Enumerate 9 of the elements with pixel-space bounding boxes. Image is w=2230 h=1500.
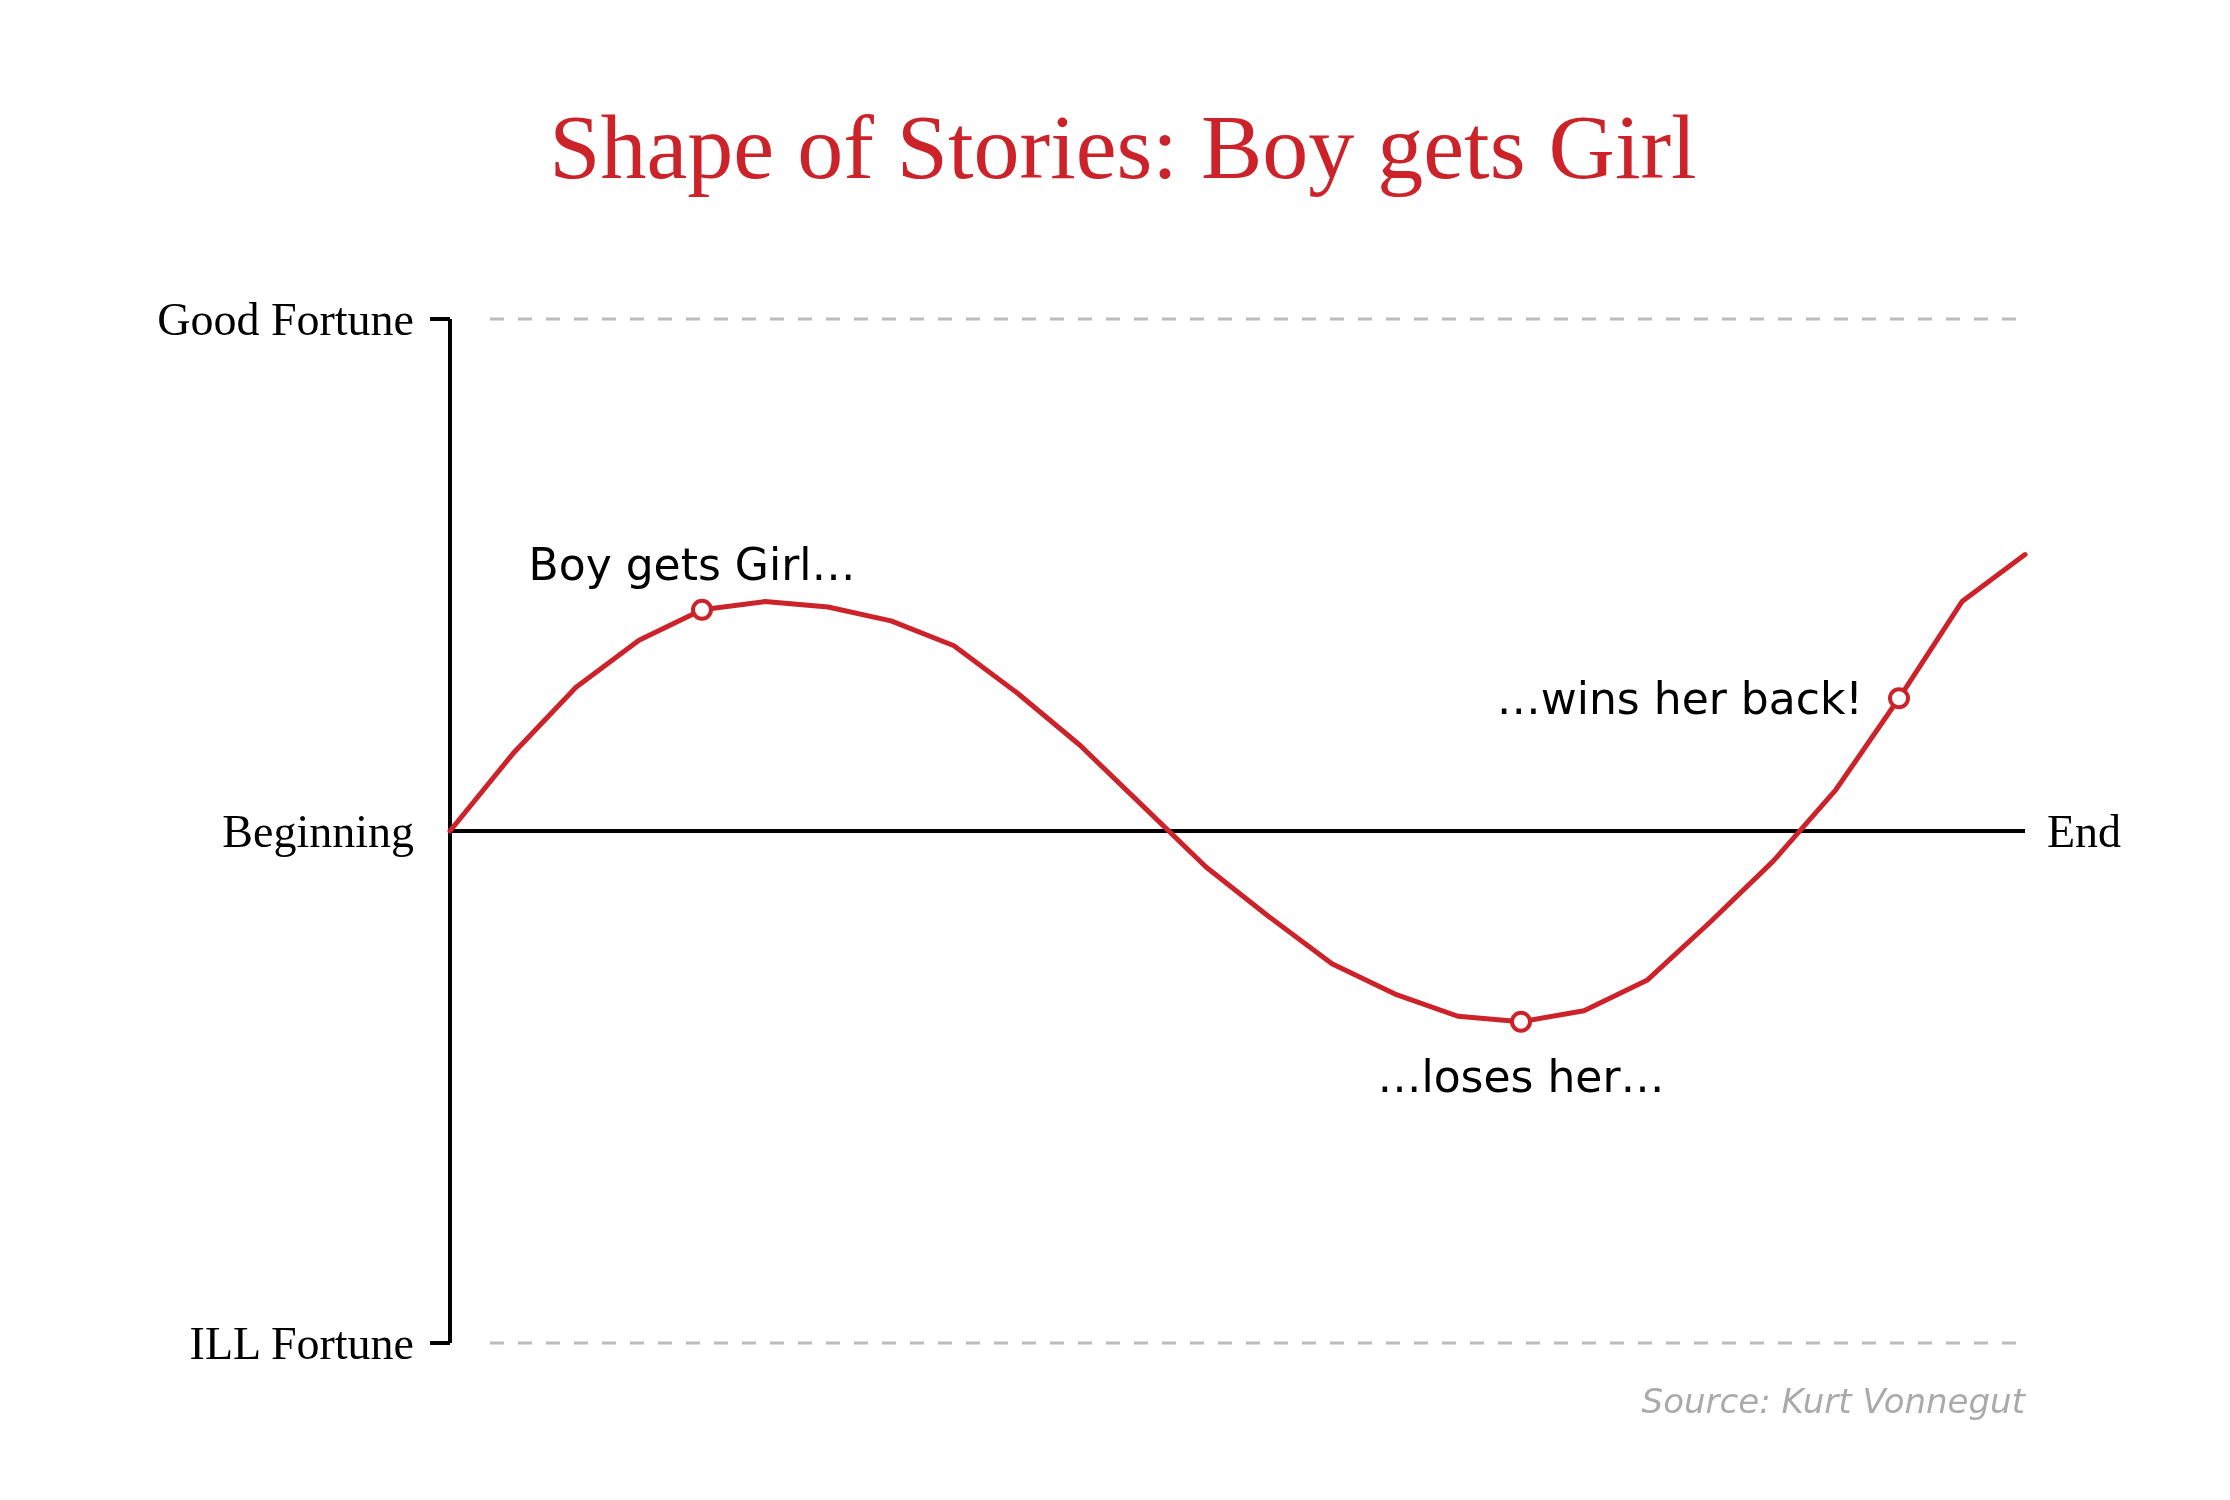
text: …loses her… xyxy=(1377,1050,1665,1102)
chart-title: Shape of Stories: Boy gets Girl xyxy=(549,96,1697,198)
annotation: …wins her back! xyxy=(1496,673,1863,725)
text: Beginning xyxy=(222,806,414,857)
source-note: Source: Kurt Vonnegut xyxy=(1641,1381,2027,1421)
text: End xyxy=(2047,806,2122,857)
annotation: Boy gets Girl… xyxy=(528,538,856,590)
text: ILL Fortune xyxy=(189,1318,414,1369)
text: Good Fortune xyxy=(157,294,414,345)
